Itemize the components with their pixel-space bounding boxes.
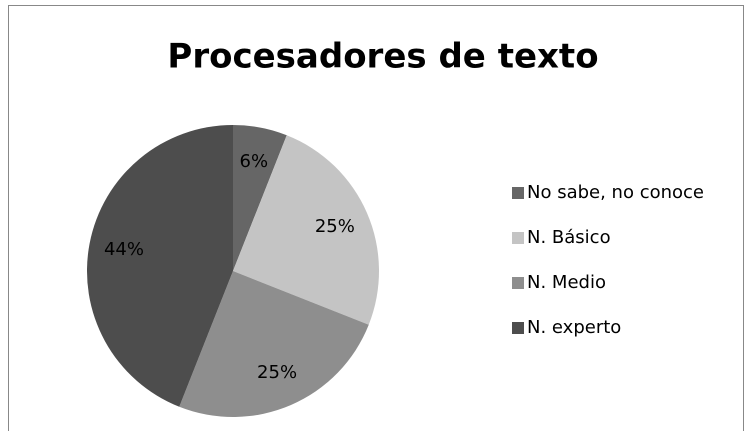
pie-slice (233, 125, 287, 271)
legend-swatch (512, 187, 524, 199)
legend-label: N. Medio (527, 272, 606, 293)
data-label: 6% (240, 151, 269, 172)
data-label: 25% (315, 216, 355, 237)
pie-slice (86, 125, 233, 407)
legend-label: No sabe, no conoce (527, 182, 704, 203)
legend-label: N. experto (527, 317, 621, 338)
legend-label: N. Básico (527, 227, 611, 248)
legend-swatch (512, 232, 524, 244)
data-label: 44% (104, 239, 144, 260)
data-label: 25% (257, 362, 297, 383)
pie-slice (233, 135, 379, 325)
pie-slice (179, 271, 369, 417)
chart-title: Procesadores de texto (167, 37, 598, 77)
legend-swatch (512, 322, 524, 334)
legend-swatch (512, 277, 524, 289)
